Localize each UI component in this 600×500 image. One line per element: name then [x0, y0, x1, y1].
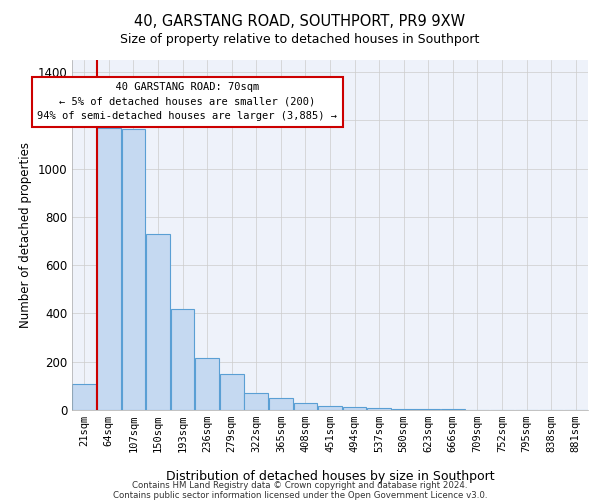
Bar	[293, 403, 317, 410]
Bar	[392, 409, 416, 410]
Bar	[343, 407, 367, 410]
Bar	[269, 398, 293, 410]
Text: 40, GARSTANG ROAD, SOUTHPORT, PR9 9XW: 40, GARSTANG ROAD, SOUTHPORT, PR9 9XW	[134, 14, 466, 29]
Text: 40 GARSTANG ROAD: 70sqm  
← 5% of detached houses are smaller (200)
94% of semi-: 40 GARSTANG ROAD: 70sqm ← 5% of detached…	[37, 82, 337, 122]
Bar	[416, 409, 440, 410]
Bar	[244, 393, 268, 410]
Bar	[97, 128, 121, 410]
Y-axis label: Number of detached properties: Number of detached properties	[19, 142, 32, 328]
Bar	[318, 406, 342, 410]
Bar	[195, 358, 219, 410]
Bar	[122, 129, 145, 410]
Text: Size of property relative to detached houses in Southport: Size of property relative to detached ho…	[121, 32, 479, 46]
Bar	[220, 374, 244, 410]
Bar	[367, 408, 391, 410]
Text: Contains HM Land Registry data © Crown copyright and database right 2024.: Contains HM Land Registry data © Crown c…	[132, 481, 468, 490]
Bar	[73, 384, 96, 410]
Text: Contains public sector information licensed under the Open Government Licence v3: Contains public sector information licen…	[113, 491, 487, 500]
Bar	[146, 234, 170, 410]
Text: Distribution of detached houses by size in Southport: Distribution of detached houses by size …	[166, 470, 494, 483]
Bar	[170, 308, 194, 410]
